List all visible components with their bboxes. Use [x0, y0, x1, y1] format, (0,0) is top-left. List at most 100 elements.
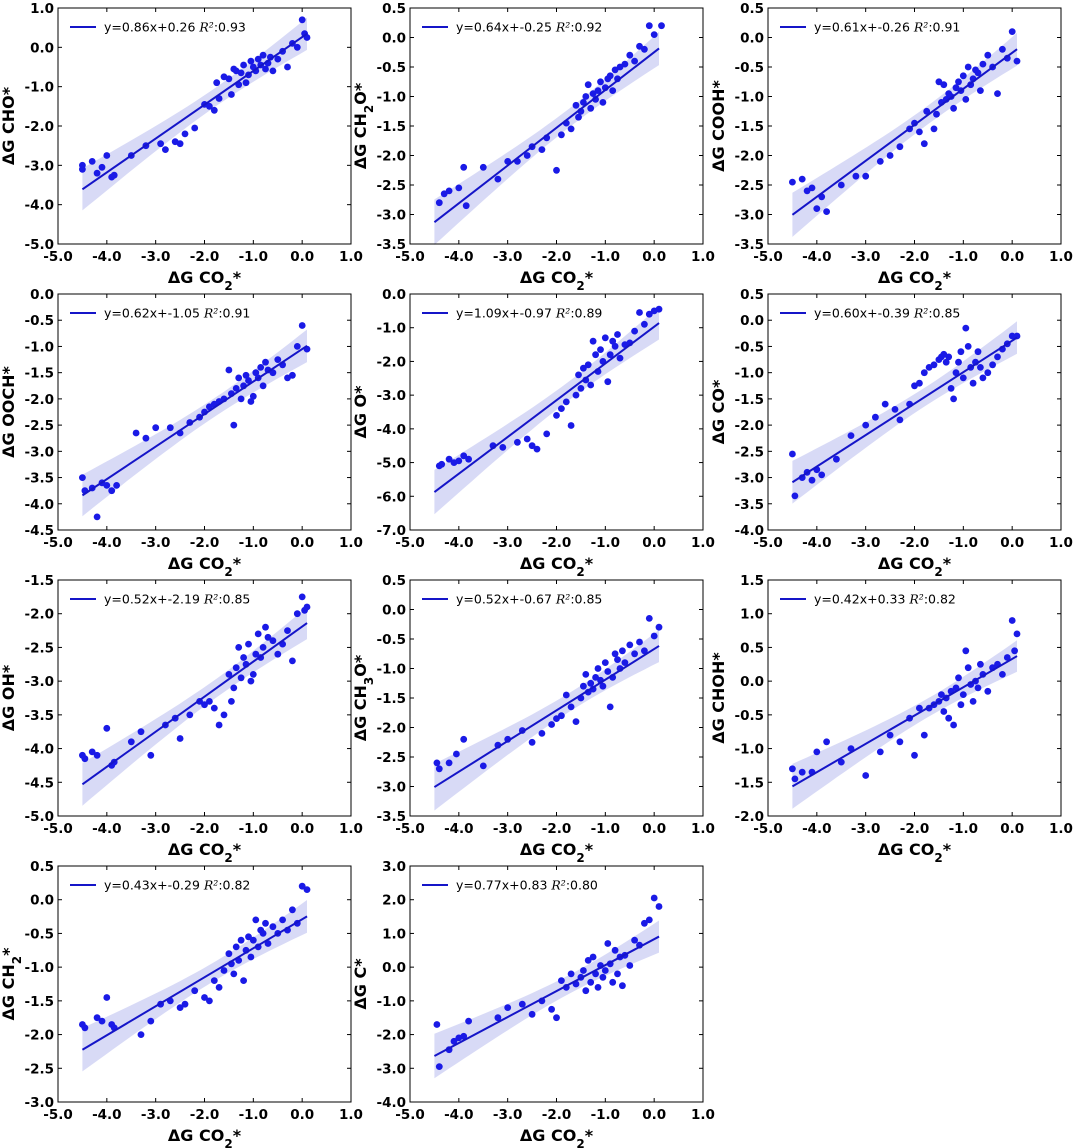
x-tick-label: -1.0: [239, 821, 269, 837]
data-point: [245, 640, 252, 648]
data-point: [916, 704, 923, 712]
data-point: [641, 919, 648, 927]
y-tick-label: -3.0: [376, 208, 406, 224]
data-point: [79, 474, 86, 481]
y-tick-label: -1.0: [734, 90, 764, 106]
data-point: [210, 977, 218, 984]
data-point: [553, 1014, 560, 1022]
x-axis-label: ΔG CO2*: [520, 268, 594, 293]
y-tick-label: -0.5: [24, 313, 54, 329]
x-tick-label: -3.0: [141, 821, 171, 837]
y-tick-label: 0.5: [740, 640, 764, 656]
y-tick-label: 2.0: [382, 893, 406, 909]
data-point: [232, 385, 240, 392]
data-point: [789, 450, 796, 458]
data-point: [269, 637, 277, 645]
data-point: [606, 72, 614, 80]
data-point: [201, 701, 208, 709]
data-point: [210, 704, 218, 712]
regression-line: [81, 915, 308, 1051]
x-tick-label: 1.0: [691, 821, 715, 837]
data-point: [1003, 654, 1011, 661]
data-point: [606, 703, 614, 711]
y-tick-label: -1.5: [24, 366, 54, 382]
data-point: [543, 430, 551, 438]
x-tick-label: -1.0: [239, 1107, 269, 1123]
legend-fit-label: y=1.09x+-0.97 R²:0.89: [456, 306, 602, 321]
y-tick-label: -4.0: [376, 422, 406, 438]
x-axis-label: ΔG CO2*: [878, 840, 952, 865]
data-point: [964, 664, 972, 672]
x-tick-label: -2.0: [190, 249, 220, 265]
chart-panel-1: -5.0 -4.0 -3.0 -2.0 -1.0 0.0 1.0 -5.0 -4.0 -3.0 -2…: [0, 1, 363, 293]
data-point: [614, 331, 621, 338]
chart-panel-11: -5.0 -4.0 -3.0 -2.0 -1.0 0.0 1.0-4.0-3.0-2.0-1…: [351, 859, 715, 1148]
data-point: [479, 762, 487, 770]
data-point: [293, 343, 301, 350]
data-point: [964, 63, 972, 71]
data-point: [245, 933, 252, 941]
y-tick-label: -2.0: [734, 809, 764, 825]
data-point: [655, 623, 663, 631]
legend-fit-label: y=0.61x+-0.26 R²:0.91: [814, 20, 960, 35]
y-tick-label: -2.5: [24, 1061, 54, 1077]
x-tick-label: -1.0: [239, 535, 269, 551]
data-point: [813, 205, 821, 213]
data-point: [274, 55, 282, 63]
data-point: [567, 125, 575, 133]
y-tick-label: -3.0: [734, 471, 764, 487]
chart-panel-8: -5.0 -4.0 -3.0 -2.0 -1.0 0.0 1.0 -3.5 -3.0 -2.5 -2…: [351, 573, 715, 865]
data-point: [298, 322, 306, 329]
confidence-band: [82, 900, 308, 1072]
data-point: [619, 647, 626, 655]
data-point: [955, 78, 962, 86]
data-point: [940, 708, 948, 715]
x-tick-label: -1.0: [949, 821, 979, 837]
data-point: [626, 51, 634, 59]
data-point: [103, 482, 111, 489]
data-point: [269, 67, 277, 75]
y-tick-label: -3.0: [24, 158, 54, 174]
confidence-band: [82, 329, 308, 517]
x-tick-label: 0.0: [642, 1107, 666, 1123]
y-tick-label: 0.0: [382, 960, 406, 976]
x-tick-label: -5.0: [753, 535, 783, 551]
data-point: [823, 208, 830, 216]
data-point: [1008, 28, 1016, 35]
data-point: [584, 361, 592, 369]
x-axis-label: ΔG CO2*: [520, 1126, 594, 1148]
y-tick-label: 0.0: [382, 31, 406, 47]
data-point: [977, 364, 984, 371]
data-point: [650, 31, 658, 38]
data-point: [206, 997, 213, 1005]
regression-line: [433, 322, 660, 493]
data-point: [955, 674, 962, 682]
x-axis-label: ΔG CO2*: [520, 554, 594, 579]
x-tick-label: -2.0: [542, 535, 572, 551]
data-point: [621, 659, 629, 666]
y-tick-label: -3.0: [734, 208, 764, 224]
x-tick-label: -4.0: [92, 535, 122, 551]
data-point: [499, 444, 507, 451]
y-tick-label: -1.5: [734, 775, 764, 791]
data-point: [247, 398, 255, 405]
y-tick-label: 0.5: [30, 859, 54, 875]
x-tick-label: -1.0: [591, 535, 621, 551]
data-point: [269, 923, 277, 931]
x-tick-label: -5.0: [753, 249, 783, 265]
y-axis-label: ΔG C*: [351, 958, 370, 1010]
data-point: [259, 644, 267, 651]
y-tick-label: -1.5: [24, 994, 54, 1010]
legend-fit-label: y=0.60x+-0.39 R²:0.85: [814, 306, 960, 321]
data-point: [599, 682, 607, 690]
data-point: [201, 994, 208, 1001]
y-tick-label: 3.0: [382, 859, 406, 875]
x-tick-label: 1.0: [691, 249, 715, 265]
data-point: [655, 305, 663, 313]
data-point: [599, 99, 607, 106]
data-point: [923, 107, 931, 115]
y-tick-label: -1.0: [376, 662, 406, 678]
x-tick-label: -1.0: [949, 249, 979, 265]
data-point: [228, 698, 235, 705]
data-point: [974, 684, 982, 692]
